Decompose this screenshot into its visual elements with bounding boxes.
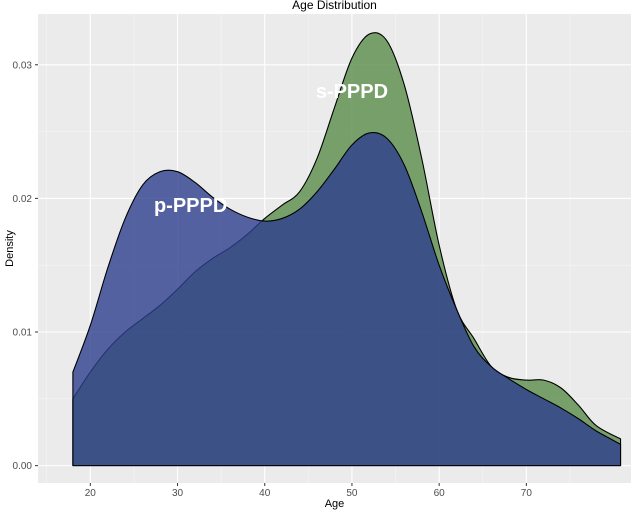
x-axis-title: Age — [325, 498, 345, 510]
density-areas — [72, 32, 622, 467]
y-axis-ticks: 0.00 0.01 0.02 0.03 — [13, 60, 38, 472]
y-tick-label: 0.01 — [13, 328, 33, 339]
x-axis-ticks: 20 30 40 50 60 70 — [85, 483, 533, 499]
x-tick-label: 20 — [85, 488, 97, 499]
x-tick-label: 40 — [259, 488, 271, 499]
y-tick-label: 0.03 — [13, 60, 33, 71]
y-tick-label: 0.00 — [13, 461, 33, 472]
series-annotations: s-PPPD p-PPPD — [154, 81, 388, 217]
x-tick-label: 50 — [346, 488, 358, 499]
x-tick-label: 30 — [172, 488, 184, 499]
chart-title: Age Distribution — [292, 0, 377, 12]
density-area-p-pppd — [72, 131, 622, 467]
annotation-label: s-PPPD — [316, 81, 388, 103]
x-tick-label: 70 — [521, 488, 533, 499]
annotation-label: p-PPPD — [154, 195, 227, 217]
y-tick-label: 0.02 — [13, 194, 33, 205]
x-tick-label: 60 — [434, 488, 446, 499]
y-axis-title: Density — [4, 230, 16, 267]
